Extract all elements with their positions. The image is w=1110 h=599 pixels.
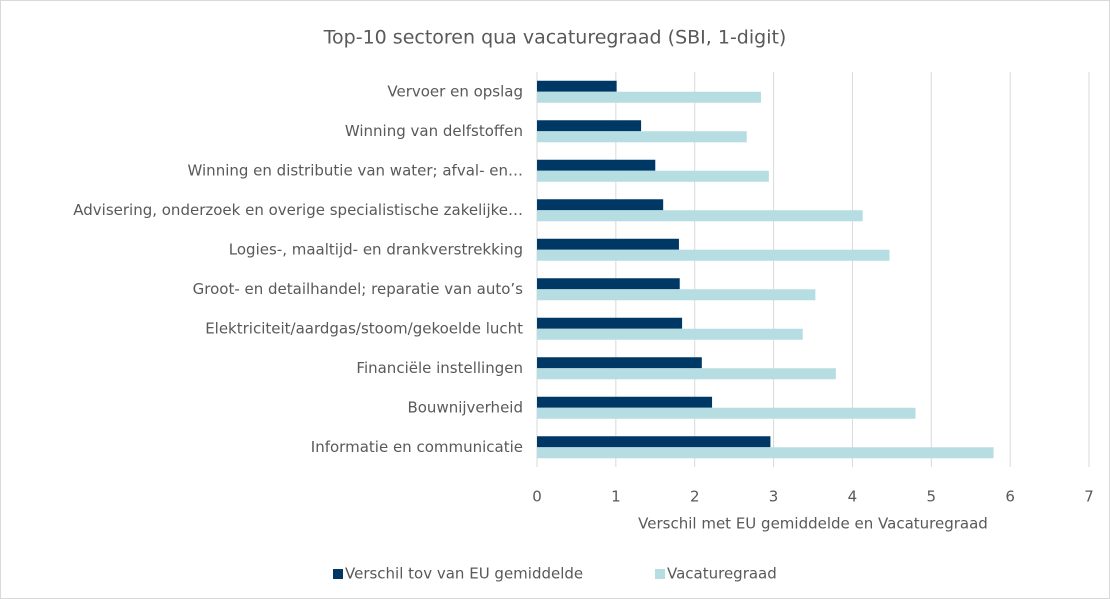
y-tick-label: Financiële instellingen	[356, 359, 523, 377]
x-tick-label: 7	[1084, 488, 1094, 506]
bar	[537, 170, 769, 182]
x-tick-label: 6	[1005, 488, 1015, 506]
bar	[537, 328, 803, 340]
x-tick-label: 1	[611, 488, 621, 506]
bar	[537, 289, 816, 301]
bar	[537, 249, 890, 261]
legend-label: Vacaturegraad	[667, 565, 777, 583]
y-tick-label: Groot- en detailhandel; reparatie van au…	[193, 280, 524, 298]
x-tick-label: 0	[532, 488, 542, 506]
bar	[537, 407, 916, 419]
x-tick-label: 5	[927, 488, 937, 506]
chart-title: Top-10 sectoren qua vacaturegraad (SBI, …	[323, 27, 787, 49]
y-tick-label: Winning van delfstoffen	[345, 122, 523, 140]
bar	[537, 357, 702, 369]
y-tick-label: Winning en distributie van water; afval-…	[188, 161, 523, 179]
bar	[537, 80, 617, 92]
legend-swatch	[333, 569, 343, 579]
bar	[537, 91, 761, 103]
x-tick-label: 4	[848, 488, 858, 506]
x-tick-label: 3	[769, 488, 779, 506]
y-tick-label: Logies-, maaltijd- en drankverstrekking	[229, 240, 523, 258]
x-tick-label: 2	[690, 488, 700, 506]
y-tick-label: Vervoer en opslag	[387, 82, 523, 100]
bar	[537, 238, 679, 250]
bar	[537, 317, 683, 329]
x-axis-label: Verschil met EU gemiddelde en Vacaturegr…	[638, 515, 988, 533]
bar	[537, 278, 680, 290]
bar	[537, 131, 747, 143]
bar	[537, 447, 994, 459]
bar	[537, 210, 863, 222]
bar	[537, 199, 664, 211]
y-tick-label: Bouwnijverheid	[407, 398, 523, 416]
bar	[537, 159, 656, 171]
bar	[537, 396, 713, 408]
bar	[537, 436, 771, 448]
y-tick-label: Advisering, onderzoek en overige special…	[73, 201, 523, 219]
y-tick-label: Informatie en communicatie	[311, 438, 523, 456]
y-tick-label: Elektriciteit/aardgas/stoom/gekoelde luc…	[205, 319, 523, 337]
bar	[537, 120, 642, 132]
bar	[537, 368, 836, 380]
legend-swatch	[655, 569, 665, 579]
legend-label: Verschil tov van EU gemiddelde	[345, 565, 583, 583]
